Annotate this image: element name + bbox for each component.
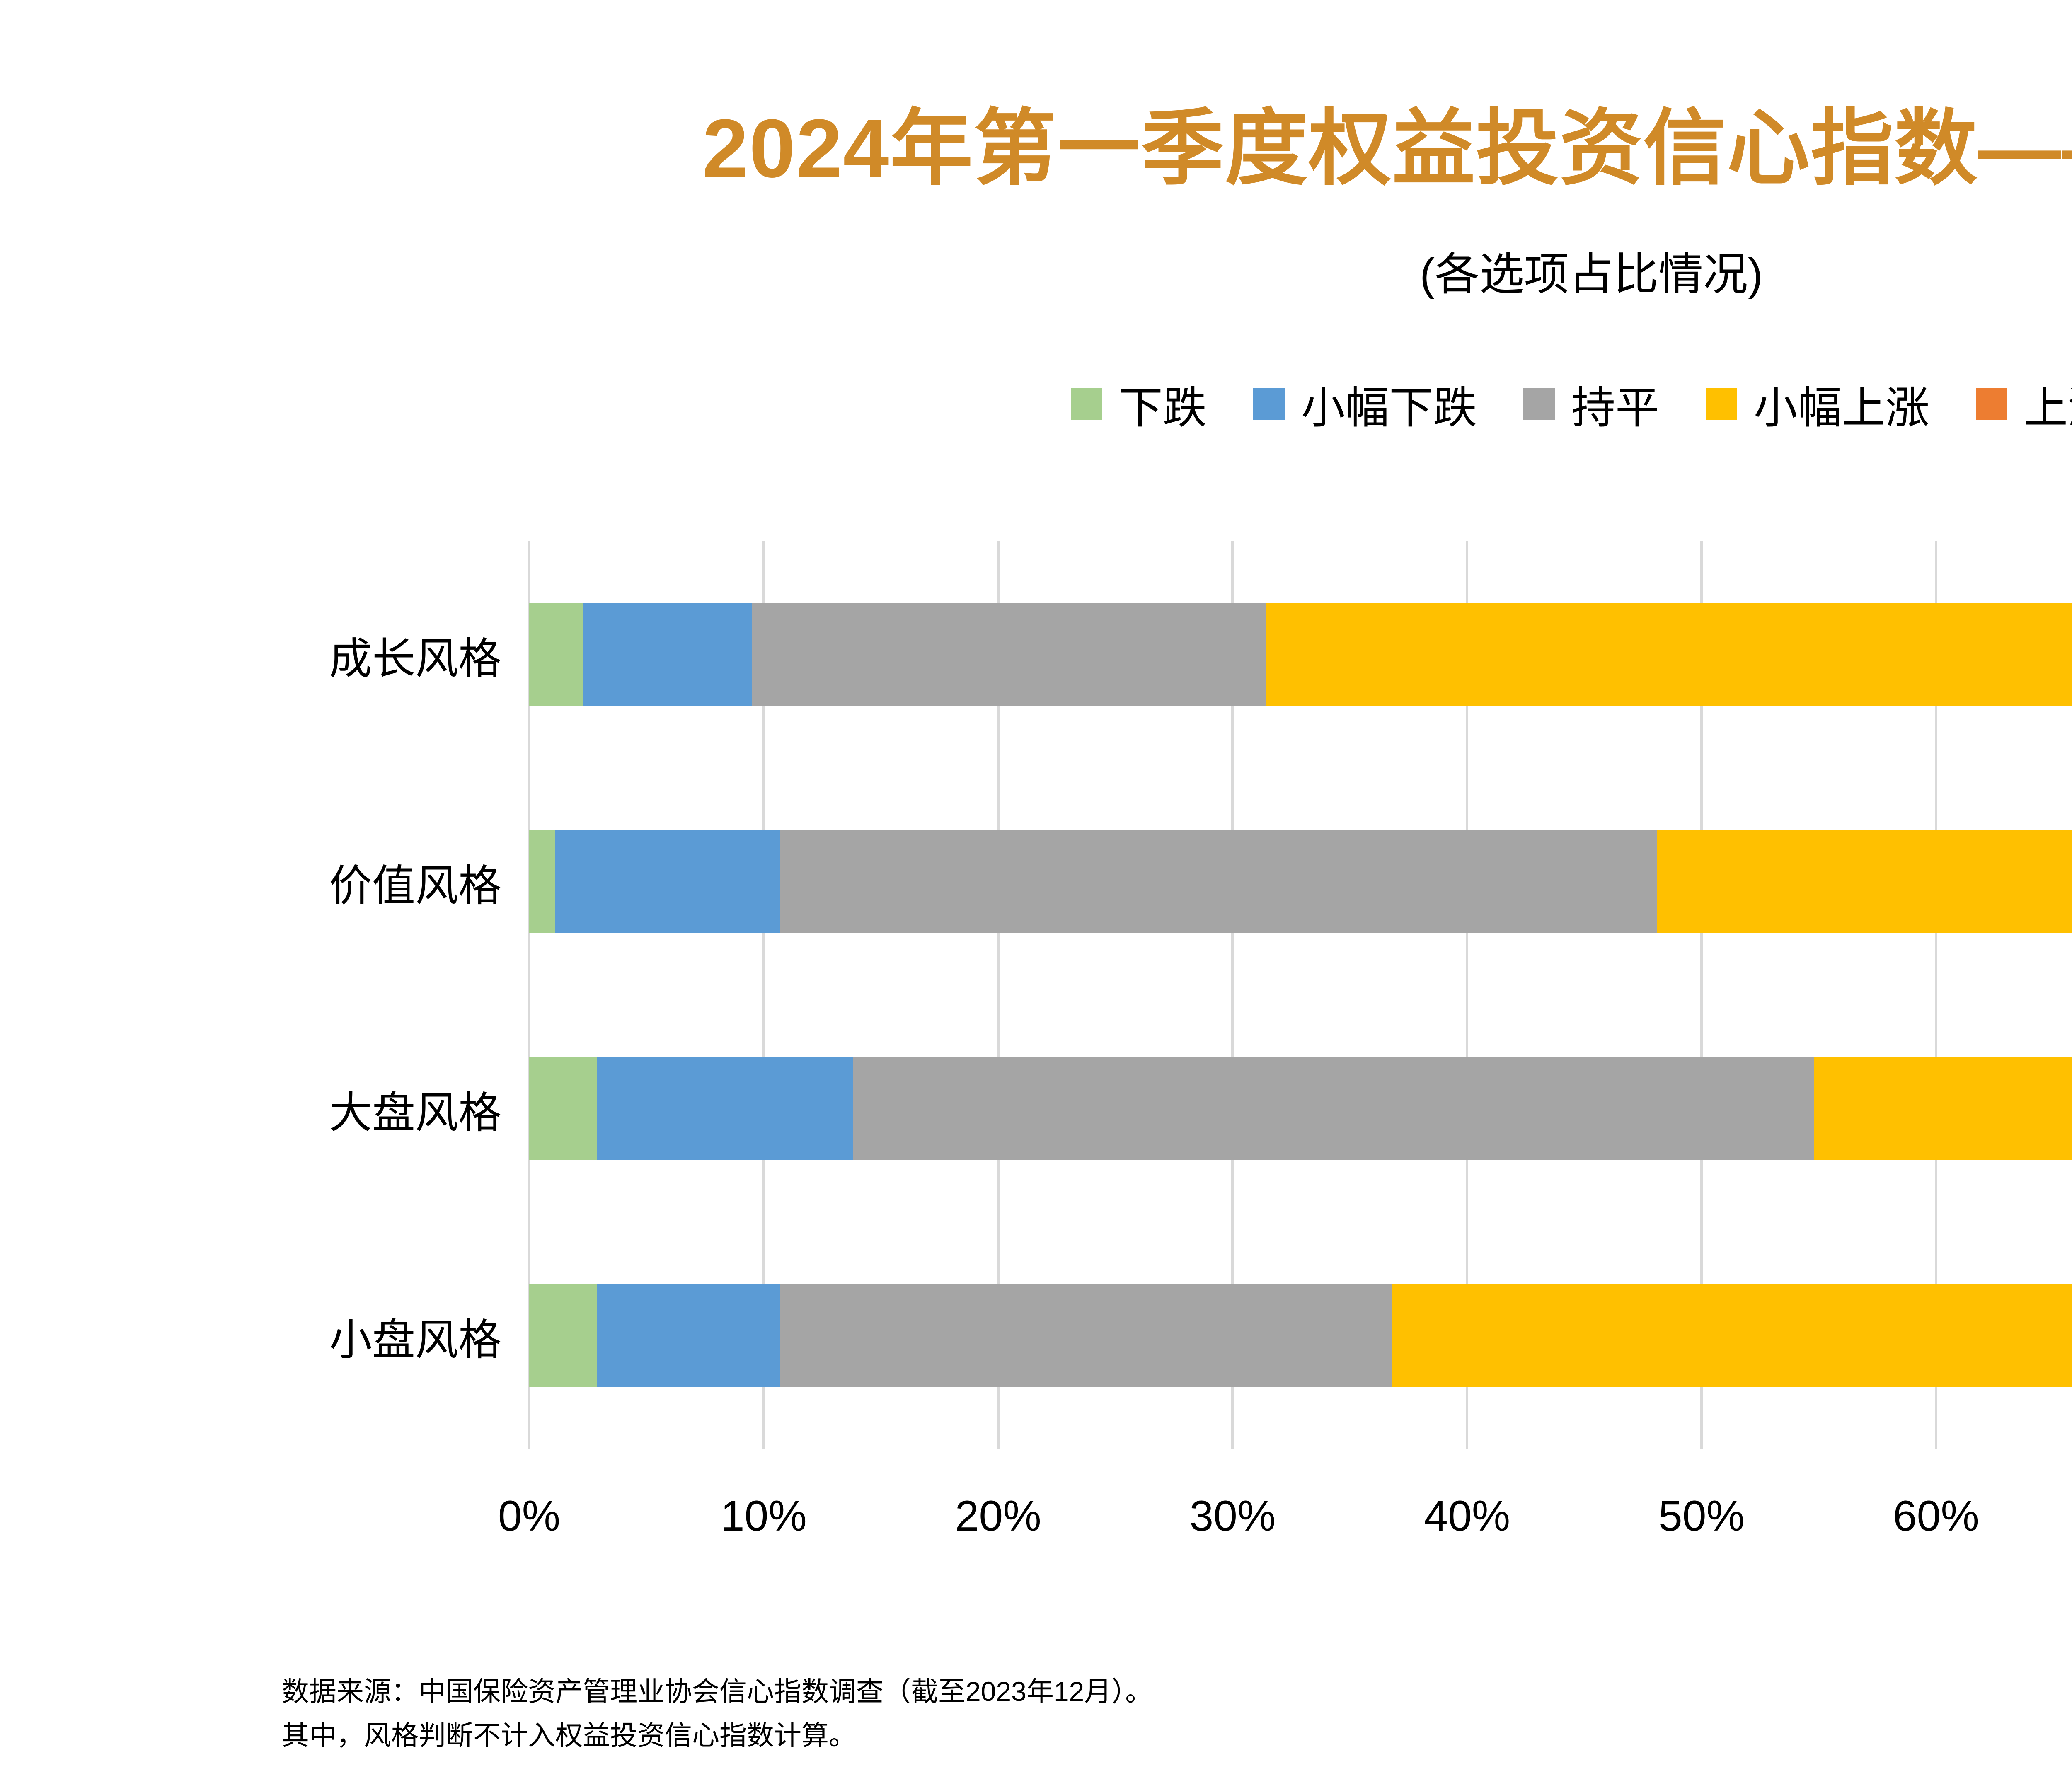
- x-axis-tick-label: 10%: [720, 1492, 807, 1540]
- legend-item-5: 上涨: [1976, 372, 2072, 436]
- category-label: 价值风格: [329, 862, 501, 910]
- bar-row-3: [529, 1057, 2072, 1160]
- bar-segment: [529, 830, 555, 933]
- category-label: 成长风格: [329, 635, 501, 683]
- legend-swatch-icon: [1253, 388, 1285, 420]
- x-axis-tick-label: 20%: [955, 1492, 1041, 1540]
- footnote-line-1: 数据来源：中国保险资产管理业协会信心指数调查（截至2023年12月）。: [282, 1676, 1153, 1707]
- gridline: [1700, 541, 1703, 1449]
- legend-swatch-icon: [1523, 388, 1555, 420]
- bar-segment: [852, 1057, 1814, 1160]
- footnote: 数据来源：中国保险资产管理业协会信心指数调查（截至2023年12月）。 其中，风…: [282, 1670, 1152, 1757]
- x-axis-tick-label: 60%: [1893, 1492, 1979, 1540]
- plot-area: [528, 541, 2072, 1449]
- bar-segment: [1392, 1284, 2072, 1387]
- bar-row-2: [529, 830, 2072, 933]
- legend: 下跌 小幅下跌 持平 小幅上涨 上涨: [0, 375, 2072, 433]
- x-axis-tick-label: 40%: [1424, 1492, 1510, 1540]
- bar-segment: [529, 1284, 598, 1387]
- bar-segment: [1657, 830, 2072, 933]
- bar-row-1: [529, 603, 2072, 706]
- gridline: [997, 541, 1000, 1449]
- bar-segment: [1814, 1057, 2072, 1160]
- legend-item-2: 小幅下跌: [1253, 372, 1477, 436]
- gridline: [1466, 541, 1469, 1449]
- legend-label: 小幅下跌: [1301, 384, 1477, 433]
- bar-segment: [529, 1057, 598, 1160]
- gridline: [1231, 541, 1234, 1449]
- bar-segment: [752, 603, 1266, 706]
- category-label: 小盘风格: [329, 1316, 501, 1364]
- legend-label: 持平: [1571, 384, 1659, 433]
- bar-segment: [597, 1284, 780, 1387]
- category-label: 大盘风格: [329, 1089, 501, 1137]
- legend-item-3: 持平: [1523, 372, 1659, 436]
- bar-segment: [780, 830, 1657, 933]
- gridline: [528, 541, 530, 1449]
- x-axis-tick-label: 50%: [1658, 1492, 1745, 1540]
- legend-item-1: 下跌: [1071, 372, 1207, 436]
- chart-title: 2024年第一季度权益投资信心指数——风格判断: [702, 102, 2072, 195]
- legend-swatch-icon: [1071, 388, 1102, 420]
- footnote-line-2: 其中，风格判断不计入权益投资信心指数计算。: [282, 1720, 856, 1751]
- gridline: [1934, 541, 1937, 1449]
- bar-row-4: [529, 1284, 2072, 1387]
- x-axis-tick-label: 30%: [1189, 1492, 1276, 1540]
- legend-item-4: 小幅上涨: [1706, 372, 1929, 436]
- bar-segment: [597, 1057, 853, 1160]
- legend-label: 小幅上涨: [1754, 384, 1929, 433]
- bar-segment: [529, 603, 583, 706]
- legend-label: 下跌: [1119, 384, 1207, 433]
- legend-label: 上涨: [2024, 384, 2072, 433]
- bar-segment: [583, 603, 752, 706]
- bar-segment: [1265, 603, 2072, 706]
- x-axis-tick-label: 0%: [498, 1492, 561, 1540]
- bar-segment: [780, 1284, 1392, 1387]
- bar-segment: [555, 830, 780, 933]
- legend-swatch-icon: [1706, 388, 1737, 420]
- chart-subtitle: (各选项占比情况): [1420, 249, 1763, 299]
- legend-swatch-icon: [1976, 388, 2007, 420]
- gridline: [762, 541, 765, 1449]
